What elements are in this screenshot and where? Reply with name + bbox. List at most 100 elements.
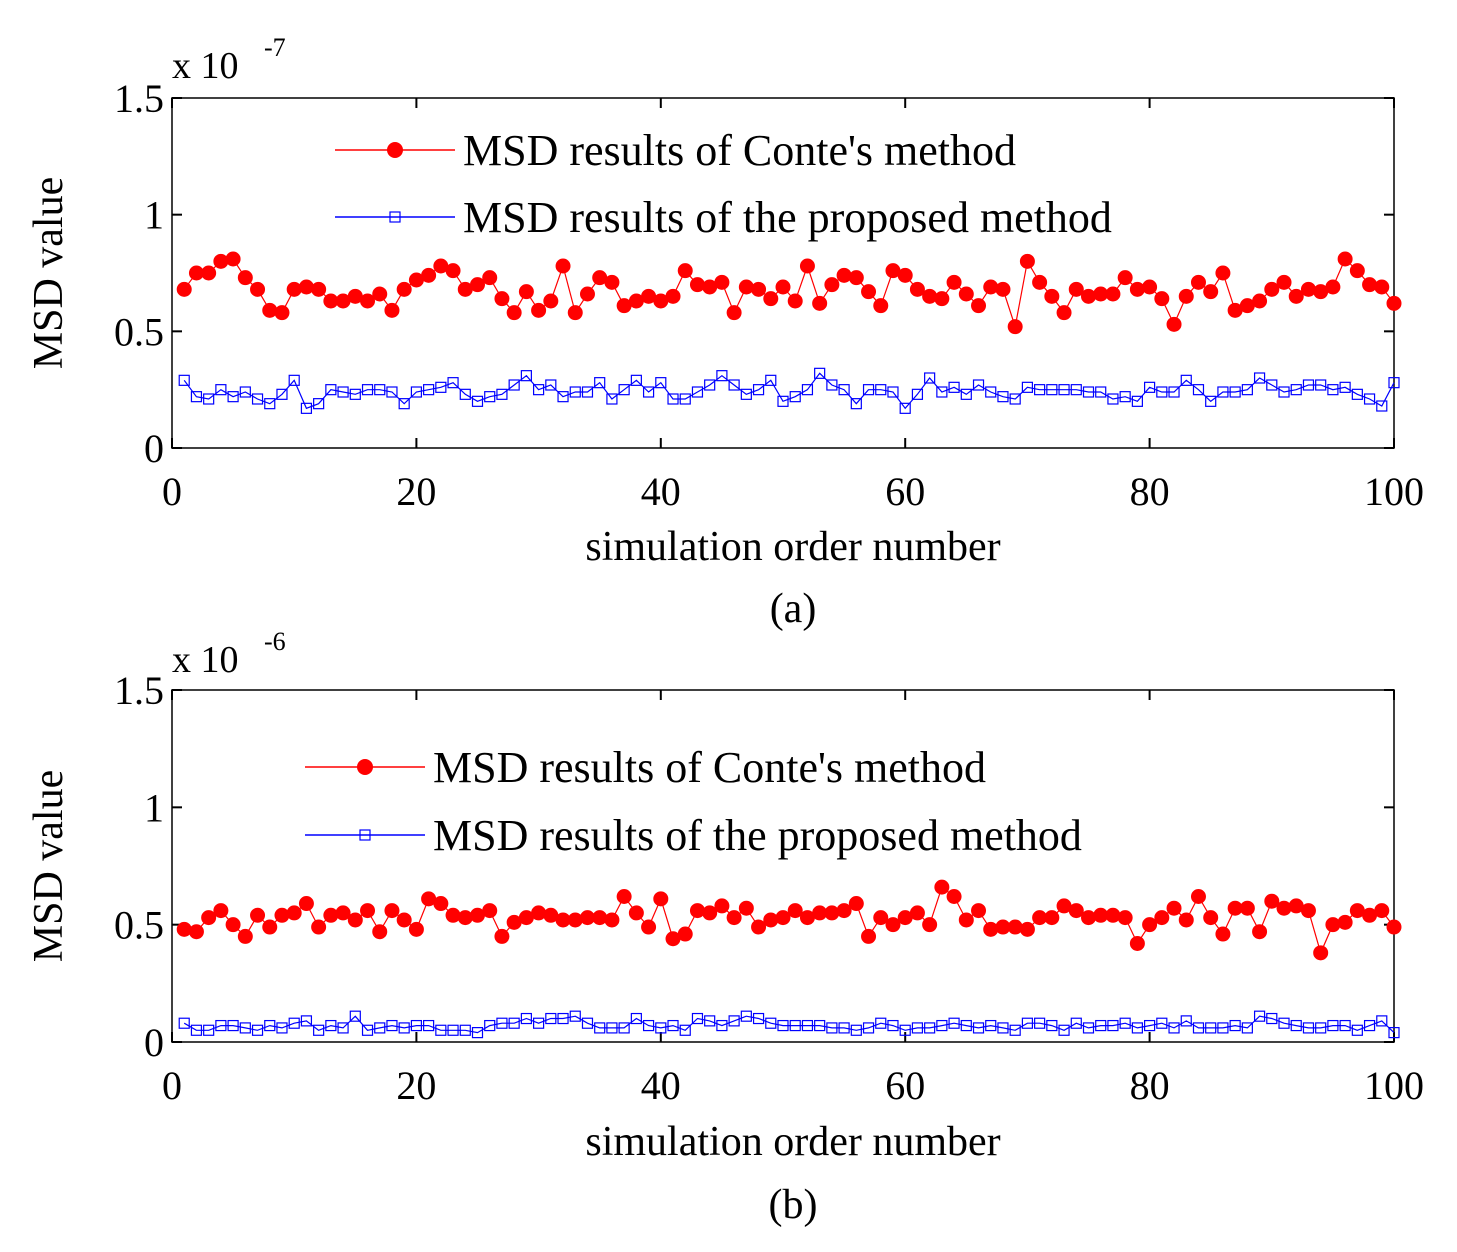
y-axis-label: MSD value xyxy=(26,177,72,370)
data-point xyxy=(838,384,850,396)
data-point xyxy=(1166,316,1182,332)
data-point xyxy=(1105,286,1121,302)
x-tick-label: 40 xyxy=(641,1063,681,1108)
data-point xyxy=(1203,910,1219,926)
data-point xyxy=(1021,381,1034,393)
data-point xyxy=(1252,924,1268,940)
data-point xyxy=(1339,1019,1351,1032)
data-point xyxy=(911,388,924,400)
data-point xyxy=(936,1019,948,1032)
data-point xyxy=(1351,388,1363,400)
data-point xyxy=(814,1019,826,1032)
data-point xyxy=(934,291,950,307)
chart-panel-a: 0 0.5 1 1.5 0 20 40 60 80 100 simulation order num… xyxy=(26,33,1424,632)
data-point xyxy=(1129,281,1145,297)
data-point xyxy=(250,281,266,297)
data-point xyxy=(787,293,803,309)
data-point xyxy=(360,293,376,309)
data-point xyxy=(1009,393,1021,405)
y-tick-label: 0 xyxy=(144,1020,164,1065)
data-point xyxy=(604,912,620,928)
data-point xyxy=(677,263,693,279)
data-point xyxy=(386,1019,398,1032)
data-point xyxy=(1081,288,1096,304)
data-point xyxy=(1044,288,1060,304)
data-point xyxy=(985,1019,997,1032)
legend-marker xyxy=(357,759,373,775)
data-point xyxy=(752,1012,765,1025)
data-point xyxy=(1142,279,1158,295)
data-point xyxy=(1154,291,1170,307)
data-point xyxy=(642,1019,655,1032)
data-point xyxy=(1081,910,1096,926)
data-point xyxy=(508,1017,520,1029)
y-tick-label: 1 xyxy=(144,193,164,238)
data-point xyxy=(1095,386,1107,398)
data-point xyxy=(201,265,217,281)
data-point xyxy=(569,386,581,398)
data-point xyxy=(1290,1019,1302,1032)
data-point xyxy=(215,1019,227,1032)
data-point xyxy=(740,388,752,400)
series-line xyxy=(183,257,1395,327)
data-point xyxy=(494,291,510,307)
data-point xyxy=(276,1022,288,1034)
data-point xyxy=(482,270,498,286)
data-point xyxy=(738,279,754,295)
chart-panel-b: 0 0.5 1 1.5 0 20 40 60 80 100 simulation order num… xyxy=(26,627,1424,1228)
data-point xyxy=(1168,386,1180,398)
data-point xyxy=(1007,319,1023,335)
data-point xyxy=(423,384,435,396)
data-point xyxy=(1266,1012,1278,1025)
data-point xyxy=(447,377,459,389)
data-point xyxy=(1325,917,1341,933)
legend-entry: MSD results of the proposed method xyxy=(433,811,1082,860)
data-point xyxy=(1215,265,1231,281)
series-conte xyxy=(176,879,1402,961)
data-point xyxy=(1082,386,1095,398)
data-point xyxy=(274,305,290,321)
data-point xyxy=(176,281,192,297)
data-point xyxy=(641,919,657,935)
data-point xyxy=(176,921,192,937)
data-point xyxy=(496,388,508,400)
data-point xyxy=(861,284,877,300)
data-point xyxy=(482,903,498,919)
data-point xyxy=(751,919,767,935)
data-point xyxy=(1290,384,1302,396)
data-point xyxy=(557,1012,569,1025)
data-point xyxy=(997,391,1009,403)
data-point xyxy=(1205,395,1217,407)
series-conte xyxy=(176,251,1402,335)
data-point xyxy=(704,1015,716,1027)
data-point xyxy=(1156,1017,1168,1029)
data-point xyxy=(384,903,400,919)
data-point xyxy=(1117,270,1133,286)
data-point xyxy=(1217,1022,1229,1034)
data-point xyxy=(1131,1022,1143,1034)
data-point xyxy=(569,1010,581,1022)
y-tick-label: 0 xyxy=(144,426,164,471)
data-point xyxy=(349,1010,361,1022)
scale-prefix: x 10 xyxy=(172,45,239,87)
data-point xyxy=(188,924,204,940)
data-point xyxy=(506,305,522,321)
data-point xyxy=(567,912,583,928)
data-point xyxy=(1105,907,1121,923)
data-point xyxy=(1058,384,1070,396)
data-point xyxy=(335,905,351,921)
data-point xyxy=(628,905,644,921)
data-point xyxy=(1315,1022,1327,1034)
data-point xyxy=(799,258,815,274)
data-point xyxy=(190,391,203,403)
data-point xyxy=(557,391,569,403)
data-point xyxy=(1362,277,1378,293)
data-point xyxy=(239,386,251,398)
data-point xyxy=(740,1010,752,1022)
data-point xyxy=(201,910,217,926)
data-point xyxy=(726,910,742,926)
data-point xyxy=(1337,251,1353,267)
data-point xyxy=(787,903,803,919)
data-point xyxy=(421,267,437,283)
